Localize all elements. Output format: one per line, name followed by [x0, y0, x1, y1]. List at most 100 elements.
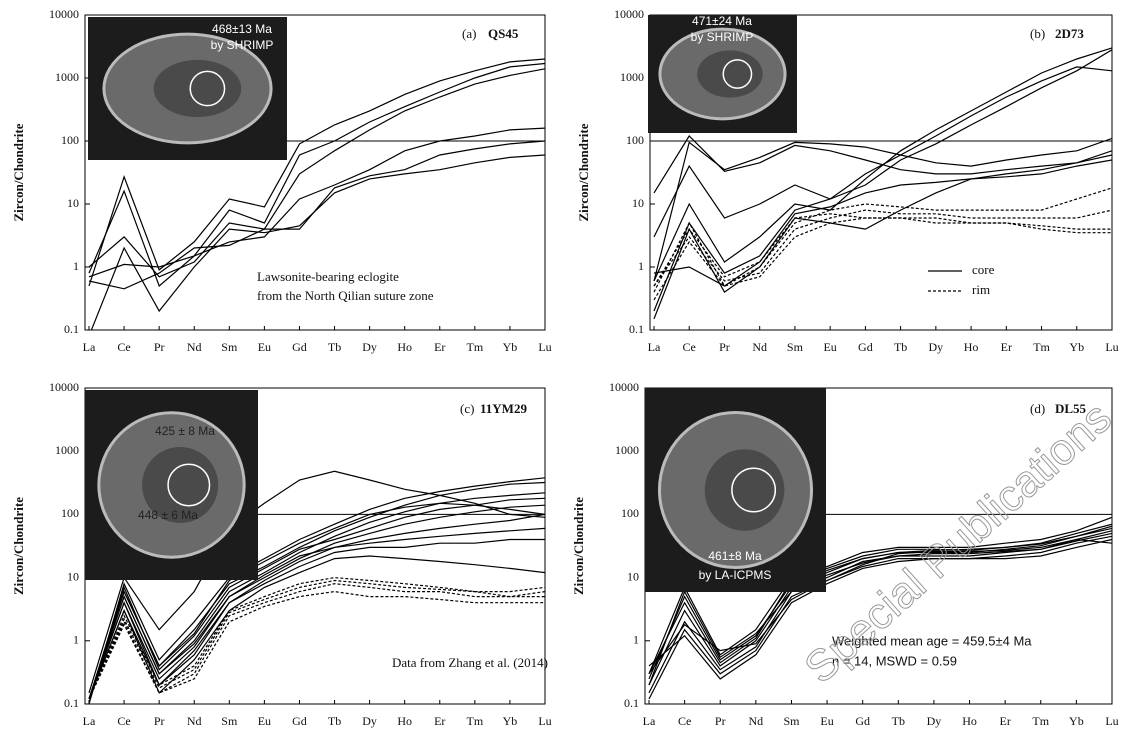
x-tick-label: Pr	[719, 340, 730, 354]
series-line	[648, 538, 1112, 675]
series-line	[648, 516, 1112, 675]
inset-text: 468±13 Ma	[212, 22, 272, 36]
x-tick-label: Eu	[258, 340, 271, 354]
spot	[189, 70, 226, 107]
series-line	[88, 502, 545, 700]
series-line	[88, 583, 545, 700]
series-line	[88, 477, 545, 704]
annotation: Weighted mean age = 459.5±4 Ma	[832, 633, 1032, 648]
panel-title: 2D73	[1055, 26, 1084, 41]
series-line	[653, 213, 1112, 287]
panel-label: (b)	[1030, 26, 1045, 41]
inset-text: by LA-ICPMS	[699, 568, 772, 582]
series-line	[653, 209, 1112, 287]
x-tick-label: Sm	[221, 714, 238, 728]
series-line	[88, 497, 545, 700]
x-tick-label: Pr	[154, 714, 165, 728]
series-line	[648, 527, 1112, 686]
x-tick-label: Er	[999, 714, 1010, 728]
x-tick-label: Nd	[187, 714, 202, 728]
series-line	[88, 68, 545, 278]
panel-title: DL55	[1055, 401, 1087, 416]
x-tick-label: Sm	[787, 340, 804, 354]
x-tick-label: Yb	[503, 340, 518, 354]
annotation: from the North Qilian suture zone	[257, 288, 434, 303]
zircon-core	[697, 50, 763, 98]
y-tick-label: 10000	[49, 7, 79, 21]
x-tick-label: Er	[434, 714, 445, 728]
series-line	[648, 535, 1112, 700]
x-tick-label: Ce	[117, 714, 130, 728]
panel-label: (c)	[460, 401, 474, 416]
y-tick-label: 0.1	[64, 696, 79, 710]
series-line	[88, 140, 545, 290]
y-tick-label: 1000	[620, 70, 644, 84]
x-tick-label: Lu	[1105, 340, 1118, 354]
x-tick-label: Ho	[397, 340, 412, 354]
series-line	[88, 579, 545, 700]
x-tick-label: Nd	[187, 340, 202, 354]
y-axis-label: Zircon/Chondrite	[11, 497, 26, 595]
x-tick-label: Tb	[894, 340, 907, 354]
x-tick-label: Tb	[892, 714, 905, 728]
series-line	[653, 66, 1112, 312]
series-line	[88, 576, 545, 700]
inset-text: by SHRIMP	[211, 38, 274, 52]
panel-label: (a)	[462, 26, 476, 41]
y-tick-label: 100	[626, 133, 644, 147]
y-tick-label: 1	[638, 259, 644, 273]
y-tick-label: 0.1	[64, 322, 79, 336]
y-tick-label: 1	[633, 633, 639, 647]
x-tick-label: Sm	[221, 340, 238, 354]
series-group	[88, 470, 545, 704]
panel-title: QS45	[488, 26, 519, 41]
series-line	[653, 187, 1112, 293]
series-line	[653, 137, 1112, 282]
x-tick-label: Eu	[258, 714, 271, 728]
x-tick-label: Tm	[1032, 714, 1049, 728]
spot	[731, 467, 777, 513]
series-group	[648, 516, 1112, 700]
x-tick-label: Dy	[927, 714, 942, 728]
y-tick-label: 10	[627, 569, 639, 583]
x-tick-label: La	[83, 340, 96, 354]
zircon-core	[153, 59, 242, 118]
inset-text: 471±24 Ma	[692, 14, 752, 28]
series-line	[90, 154, 545, 330]
x-tick-label: Er	[1001, 340, 1012, 354]
x-tick-label: Lu	[538, 340, 551, 354]
series-group	[653, 47, 1112, 320]
series-line	[88, 513, 545, 700]
y-tick-label: 10	[67, 569, 79, 583]
inset-text: 425 ± 8 Ma	[155, 424, 215, 438]
x-tick-label: Ce	[117, 340, 130, 354]
x-tick-label: Yb	[1069, 714, 1084, 728]
annotation: Lawsonite-bearing eclogite	[257, 269, 399, 284]
series-line	[653, 217, 1112, 301]
x-tick-label: Dy	[362, 340, 377, 354]
x-tick-label: La	[648, 340, 661, 354]
panel-label: (d)	[1030, 401, 1045, 416]
x-tick-label: Ho	[964, 340, 979, 354]
y-tick-label: 1000	[55, 70, 79, 84]
x-tick-label: La	[83, 714, 96, 728]
series-line	[653, 49, 1112, 238]
x-tick-label: Yb	[503, 714, 518, 728]
series-line	[648, 538, 1112, 680]
y-tick-label: 100	[61, 506, 79, 520]
zircon-core	[142, 447, 219, 523]
panel-title: 11YM29	[480, 401, 527, 416]
y-tick-label: 10000	[614, 7, 644, 21]
inset-text: 448 ± 6 Ma	[138, 508, 198, 522]
x-tick-label: Gd	[292, 340, 307, 354]
y-tick-label: 10000	[609, 380, 639, 394]
x-tick-label: Dy	[362, 714, 377, 728]
series-line	[88, 555, 545, 700]
x-tick-label: Tb	[328, 714, 341, 728]
x-tick-label: Lu	[1105, 714, 1118, 728]
x-tick-label: Pr	[715, 714, 726, 728]
y-axis-label: Zircon/Chondrite	[571, 497, 586, 595]
plot-frame	[84, 14, 546, 331]
series-line	[88, 590, 545, 700]
